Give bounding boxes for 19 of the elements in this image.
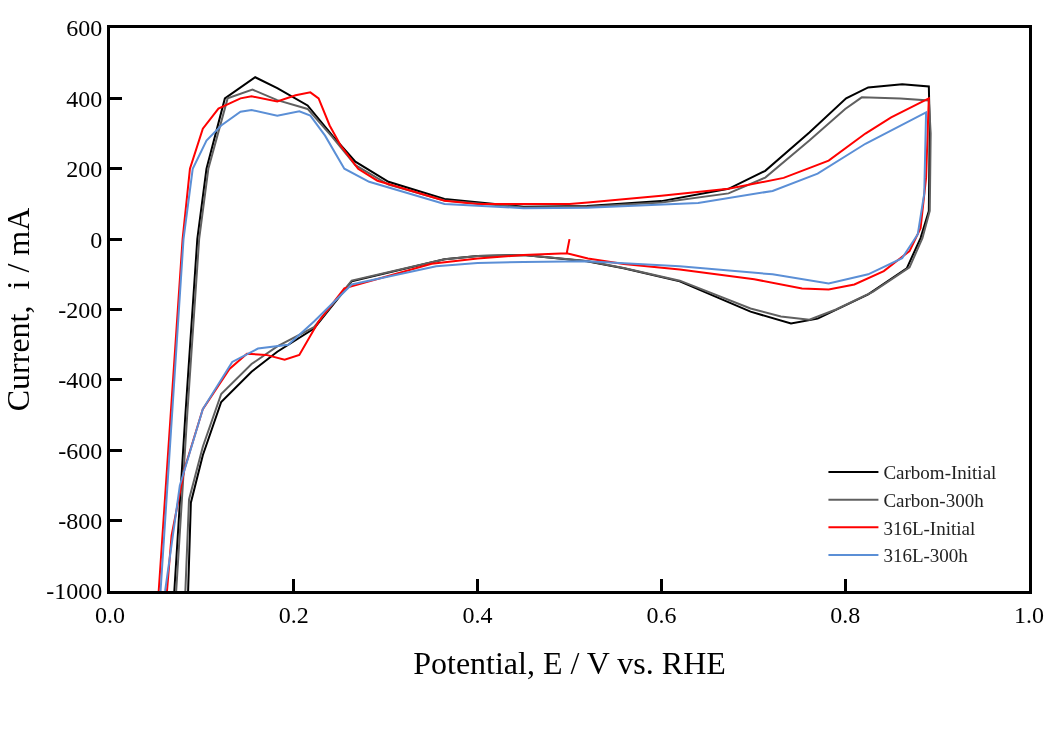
- y-axis-title: Current, i / mA: [0, 207, 36, 412]
- y-tick-label: 0: [90, 226, 103, 253]
- x-tick-label: 0.2: [278, 601, 309, 628]
- x-tick-label: 0.8: [830, 601, 861, 628]
- x-tick-label: 1.0: [1014, 601, 1044, 628]
- legend-label: 316L-Initial: [883, 517, 976, 539]
- y-tick-label: -200: [58, 296, 103, 323]
- y-tick-label: -800: [58, 508, 103, 535]
- y-tick-label: 400: [66, 85, 103, 112]
- y-tick-label: -600: [58, 437, 103, 464]
- legend-label: Carbom-Initial: [883, 462, 997, 484]
- y-tick-label: 600: [66, 15, 103, 42]
- x-axis-title: Potential, E / V vs. RHE: [413, 644, 726, 681]
- x-tick-label: 0.4: [462, 601, 493, 628]
- y-tick-label: -400: [58, 367, 103, 394]
- legend-label: 316L-300h: [883, 545, 969, 567]
- legend-label: Carbon-300h: [883, 490, 985, 512]
- x-tick-label: 0.6: [646, 601, 677, 628]
- y-tick-label: 200: [66, 156, 103, 183]
